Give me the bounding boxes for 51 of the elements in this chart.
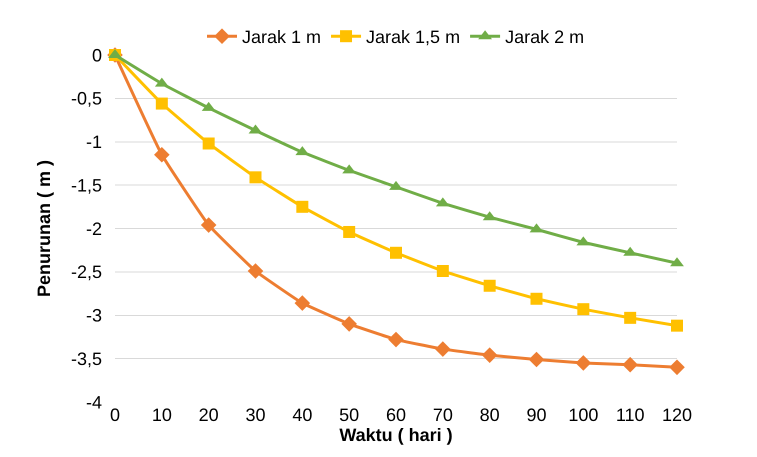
x-tick-label: 20 [198, 405, 219, 425]
point [294, 295, 310, 311]
y-tick-label: -1 [86, 132, 102, 152]
point [343, 226, 356, 238]
point [250, 171, 262, 184]
point [669, 360, 685, 376]
x-tick-label: 60 [386, 405, 406, 425]
x-tick-label: 10 [152, 405, 172, 425]
point [671, 320, 683, 332]
x-axis-title: Waktu ( hari ) [339, 425, 453, 445]
y-tick-label: -0,5 [70, 88, 102, 109]
point [296, 200, 308, 213]
x-tick-label: 70 [432, 405, 453, 425]
point [154, 146, 170, 163]
x-tick-label: 40 [292, 405, 312, 425]
y-tick-label: -3 [86, 306, 102, 326]
y-tick-label: 0 [92, 45, 102, 66]
y-tick-label: -2 [86, 218, 102, 239]
point [484, 280, 496, 292]
point [576, 355, 592, 371]
point [436, 265, 449, 278]
x-tick-label: 80 [480, 405, 500, 425]
x-tick-label: 120 [662, 405, 692, 425]
y-axis-title: Penurunan ( m ) [34, 160, 54, 298]
point [388, 332, 404, 348]
point [390, 246, 402, 259]
point [577, 303, 590, 316]
point [200, 217, 216, 233]
point [482, 347, 498, 363]
y-tick-label: -4 [86, 392, 102, 412]
x-tick-label: 90 [526, 405, 547, 425]
point [341, 316, 357, 332]
y-tick-label: -2,5 [70, 262, 102, 282]
point [248, 263, 264, 279]
point [530, 292, 542, 305]
point [622, 356, 638, 372]
x-tick-label: 30 [245, 405, 266, 425]
legend-label: Jarak 1 m [242, 27, 322, 48]
x-tick-label: 0 [110, 405, 120, 425]
point [624, 312, 636, 324]
x-tick-label: 110 [616, 405, 645, 425]
point [528, 352, 544, 368]
x-tick-label: 100 [568, 405, 598, 425]
point [156, 98, 168, 110]
legend-label: Jarak 2 m [505, 27, 584, 48]
y-tick-label: -1,5 [70, 175, 102, 196]
point [202, 137, 215, 150]
legend-label: Jarak 1,5 m [366, 27, 460, 48]
y-tick-label: -3,5 [70, 348, 102, 369]
point [435, 341, 451, 357]
x-tick-label: 50 [339, 405, 360, 425]
